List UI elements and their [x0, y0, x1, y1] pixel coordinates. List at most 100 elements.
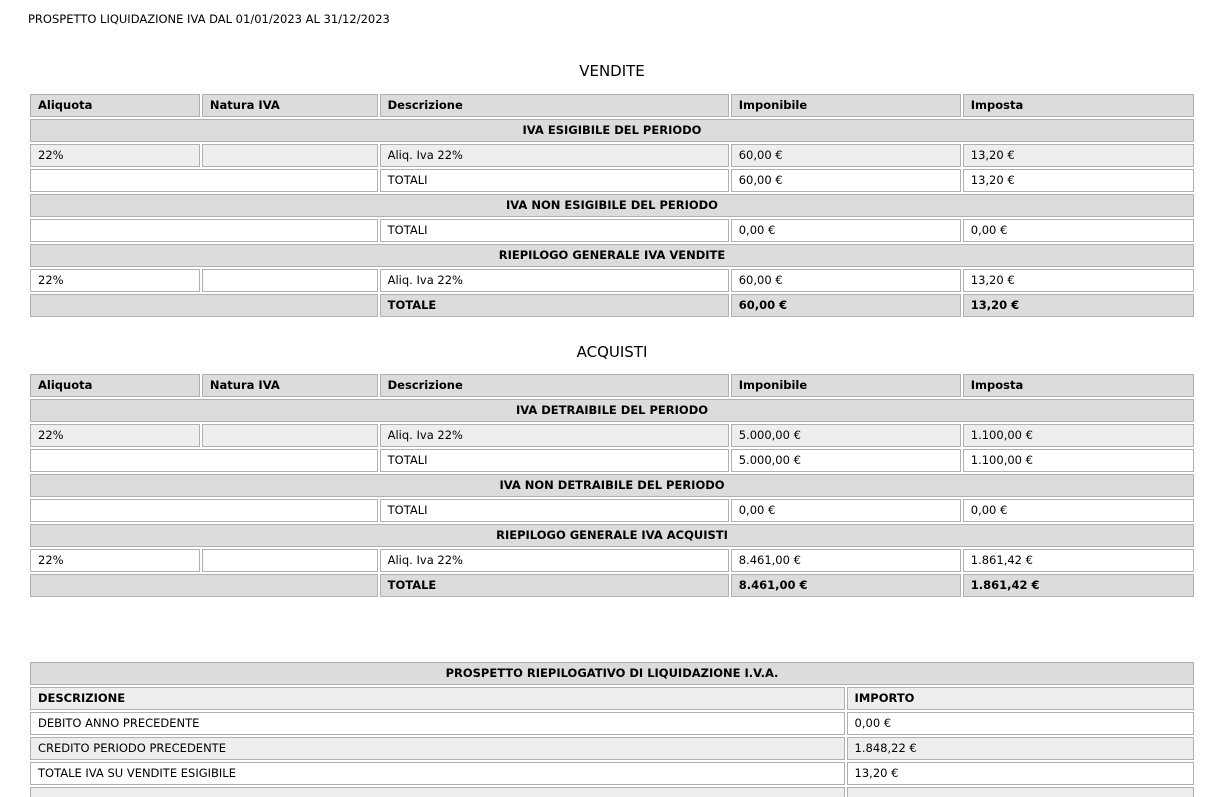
cell-imposta: 13,20 € [962, 269, 1194, 292]
col-header-descrizione: Descrizione [379, 94, 729, 117]
cell-importo: 0,00 € [846, 712, 1194, 735]
cell-descrizione: Aliq. Iva 22% [379, 269, 729, 292]
section-label: IVA DETRAIBILE DEL PERIODO [30, 399, 1194, 422]
col-header-imposta: Imposta [962, 94, 1194, 117]
col-header-descrizione: Descrizione [379, 374, 729, 397]
cell-imposta: 1.861,42 € [962, 574, 1194, 597]
cell-imposta: 0,00 € [962, 219, 1194, 242]
cell-imponibile: 0,00 € [730, 499, 961, 522]
vendite-table: Aliquota Natura IVA Descrizione Imponibi… [28, 92, 1196, 319]
section-row: IVA ESIGIBILE DEL PERIODO [30, 119, 1194, 142]
section-label: RIEPILOGO GENERALE IVA VENDITE [30, 244, 1194, 267]
cell-empty [30, 574, 378, 597]
cell-natura-iva [201, 144, 378, 167]
cell-imponibile: 8.461,00 € [730, 549, 961, 572]
summary-row: DEBITO ANNO PRECEDENTE 0,00 € [30, 712, 1194, 735]
header-row: Aliquota Natura IVA Descrizione Imponibi… [30, 94, 1194, 117]
summary-title: PROSPETTO RIEPILOGATIVO DI LIQUIDAZIONE … [30, 662, 1194, 685]
cell-descrizione: Aliq. Iva 22% [379, 144, 729, 167]
subtotal-row: TOTALI 0,00 € 0,00 € [30, 499, 1194, 522]
cell-descrizione: TOTALE [379, 574, 729, 597]
summary-row: TOTALE IVA SU VENDITE ESIGIBILE 13,20 € [30, 762, 1194, 785]
data-row: 22% Aliq. Iva 22% 5.000,00 € 1.100,00 € [30, 424, 1194, 447]
cell-natura-iva [201, 549, 378, 572]
col-header-descrizione: DESCRIZIONE [30, 687, 845, 710]
cell-imponibile: 60,00 € [730, 269, 961, 292]
summary-row: CREDITO PERIODO PRECEDENTE 1.848,22 € [30, 737, 1194, 760]
summary-title-row: PROSPETTO RIEPILOGATIVO DI LIQUIDAZIONE … [30, 662, 1194, 685]
subtotal-row: TOTALI 60,00 € 13,20 € [30, 169, 1194, 192]
cell-descrizione: TOTALE [379, 294, 729, 317]
col-header-natura-iva: Natura IVA [201, 374, 378, 397]
cell-imponibile: 60,00 € [730, 169, 961, 192]
vendite-heading: VENDITE [579, 62, 645, 80]
col-header-imposta: Imposta [962, 374, 1194, 397]
cell-importo [846, 787, 1194, 797]
section-row: IVA NON DETRAIBILE DEL PERIODO [30, 474, 1194, 497]
cell-descrizione: TOTALI [379, 499, 729, 522]
section-row: RIEPILOGO GENERALE IVA VENDITE [30, 244, 1194, 267]
cell-imponibile: 5.000,00 € [730, 424, 961, 447]
total-row: TOTALE 60,00 € 13,20 € [30, 294, 1194, 317]
col-header-aliquota: Aliquota [30, 94, 200, 117]
cell-imponibile: 5.000,00 € [730, 449, 961, 472]
section-label: IVA NON DETRAIBILE DEL PERIODO [30, 474, 1194, 497]
cell-descrizione [30, 787, 845, 797]
cell-imposta: 1.100,00 € [962, 424, 1194, 447]
subtotal-row: TOTALI 5.000,00 € 1.100,00 € [30, 449, 1194, 472]
cell-empty [30, 169, 378, 192]
col-header-imponibile: Imponibile [730, 374, 961, 397]
cell-natura-iva [201, 269, 378, 292]
cell-imponibile: 60,00 € [730, 144, 961, 167]
data-row: 22% Aliq. Iva 22% 60,00 € 13,20 € [30, 269, 1194, 292]
cell-empty [30, 294, 378, 317]
acquisti-heading: ACQUISTI [576, 343, 648, 361]
cell-empty [30, 219, 378, 242]
data-row: 22% Aliq. Iva 22% 8.461,00 € 1.861,42 € [30, 549, 1194, 572]
section-label: IVA NON ESIGIBILE DEL PERIODO [30, 194, 1194, 217]
cell-imposta: 13,20 € [962, 169, 1194, 192]
col-header-importo: IMPORTO [846, 687, 1194, 710]
data-row: 22% Aliq. Iva 22% 60,00 € 13,20 € [30, 144, 1194, 167]
section-row: IVA NON ESIGIBILE DEL PERIODO [30, 194, 1194, 217]
cell-imponibile: 60,00 € [730, 294, 961, 317]
cell-imponibile: 0,00 € [730, 219, 961, 242]
cell-descrizione: Aliq. Iva 22% [379, 424, 729, 447]
cell-empty [30, 449, 378, 472]
summary-row-partial [30, 787, 1194, 797]
cell-aliquota: 22% [30, 424, 200, 447]
cell-descrizione: TOTALI [379, 169, 729, 192]
summary-table: PROSPETTO RIEPILOGATIVO DI LIQUIDAZIONE … [28, 660, 1196, 797]
cell-imposta: 1.861,42 € [962, 549, 1194, 572]
subtotal-row: TOTALI 0,00 € 0,00 € [30, 219, 1194, 242]
summary-header-row: DESCRIZIONE IMPORTO [30, 687, 1194, 710]
cell-imponibile: 8.461,00 € [730, 574, 961, 597]
cell-descrizione: TOTALI [379, 219, 729, 242]
col-header-natura-iva: Natura IVA [201, 94, 378, 117]
col-header-aliquota: Aliquota [30, 374, 200, 397]
cell-empty [30, 499, 378, 522]
cell-descrizione: TOTALI [379, 449, 729, 472]
cell-natura-iva [201, 424, 378, 447]
cell-imposta: 13,20 € [962, 294, 1194, 317]
acquisti-table: Aliquota Natura IVA Descrizione Imponibi… [28, 372, 1196, 599]
total-row: TOTALE 8.461,00 € 1.861,42 € [30, 574, 1194, 597]
section-row: RIEPILOGO GENERALE IVA ACQUISTI [30, 524, 1194, 547]
cell-imposta: 1.100,00 € [962, 449, 1194, 472]
cell-importo: 13,20 € [846, 762, 1194, 785]
cell-aliquota: 22% [30, 269, 200, 292]
page-title: PROSPETTO LIQUIDAZIONE IVA DAL 01/01/202… [28, 12, 390, 26]
col-header-imponibile: Imponibile [730, 94, 961, 117]
section-label: IVA ESIGIBILE DEL PERIODO [30, 119, 1194, 142]
cell-descrizione: Aliq. Iva 22% [379, 549, 729, 572]
cell-descrizione: DEBITO ANNO PRECEDENTE [30, 712, 845, 735]
cell-importo: 1.848,22 € [846, 737, 1194, 760]
cell-descrizione: CREDITO PERIODO PRECEDENTE [30, 737, 845, 760]
section-row: IVA DETRAIBILE DEL PERIODO [30, 399, 1194, 422]
cell-aliquota: 22% [30, 549, 200, 572]
cell-descrizione: TOTALE IVA SU VENDITE ESIGIBILE [30, 762, 845, 785]
header-row: Aliquota Natura IVA Descrizione Imponibi… [30, 374, 1194, 397]
cell-imposta: 13,20 € [962, 144, 1194, 167]
cell-imposta: 0,00 € [962, 499, 1194, 522]
